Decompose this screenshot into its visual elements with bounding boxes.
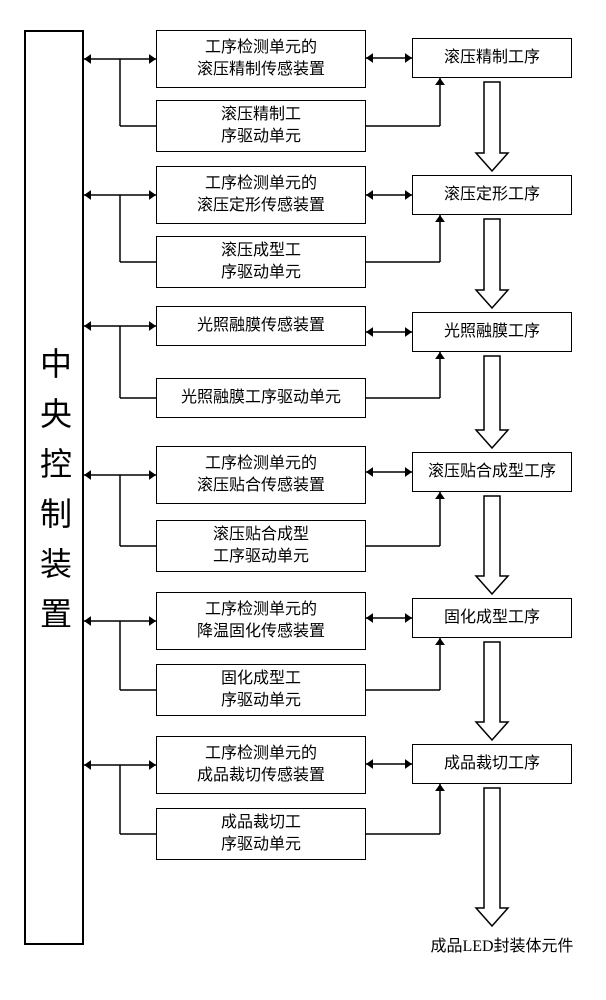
right-box-r2: 光照融膜工序 (412, 312, 572, 352)
mid-box-m2: 工序检测单元的滚压定形传感装置 (156, 166, 366, 224)
mid-box-m5: 光照融膜工序驱动单元 (156, 378, 366, 418)
right-box-r5: 成品裁切工序 (412, 744, 572, 784)
mid-box-m0: 工序检测单元的滚压精制传感装置 (156, 30, 366, 88)
central-control-box: 中央控制装置 (24, 30, 84, 945)
mid-box-m10: 工序检测单元的成品裁切传感装置 (156, 736, 366, 794)
right-box-r0: 滚压精制工序 (412, 38, 572, 78)
mid-box-m11: 成品裁切工序驱动单元 (156, 808, 366, 860)
output-label: 成品LED封装体元件 (412, 932, 592, 956)
mid-box-m7: 滚压贴合成型工序驱动单元 (156, 520, 366, 572)
mid-box-m3: 滚压成型工序驱动单元 (156, 236, 366, 288)
mid-box-m1: 滚压精制工序驱动单元 (156, 100, 366, 152)
mid-box-m8: 工序检测单元的降温固化传感装置 (156, 592, 366, 650)
right-box-r1: 滚压定形工序 (412, 175, 572, 215)
right-box-r4: 固化成型工序 (412, 598, 572, 638)
right-box-r3: 滚压贴合成型工序 (412, 452, 572, 492)
mid-box-m6: 工序检测单元的滚压贴合传感装置 (156, 446, 366, 504)
mid-box-m4: 光照融膜传感装置 (156, 306, 366, 346)
mid-box-m9: 固化成型工序驱动单元 (156, 664, 366, 716)
